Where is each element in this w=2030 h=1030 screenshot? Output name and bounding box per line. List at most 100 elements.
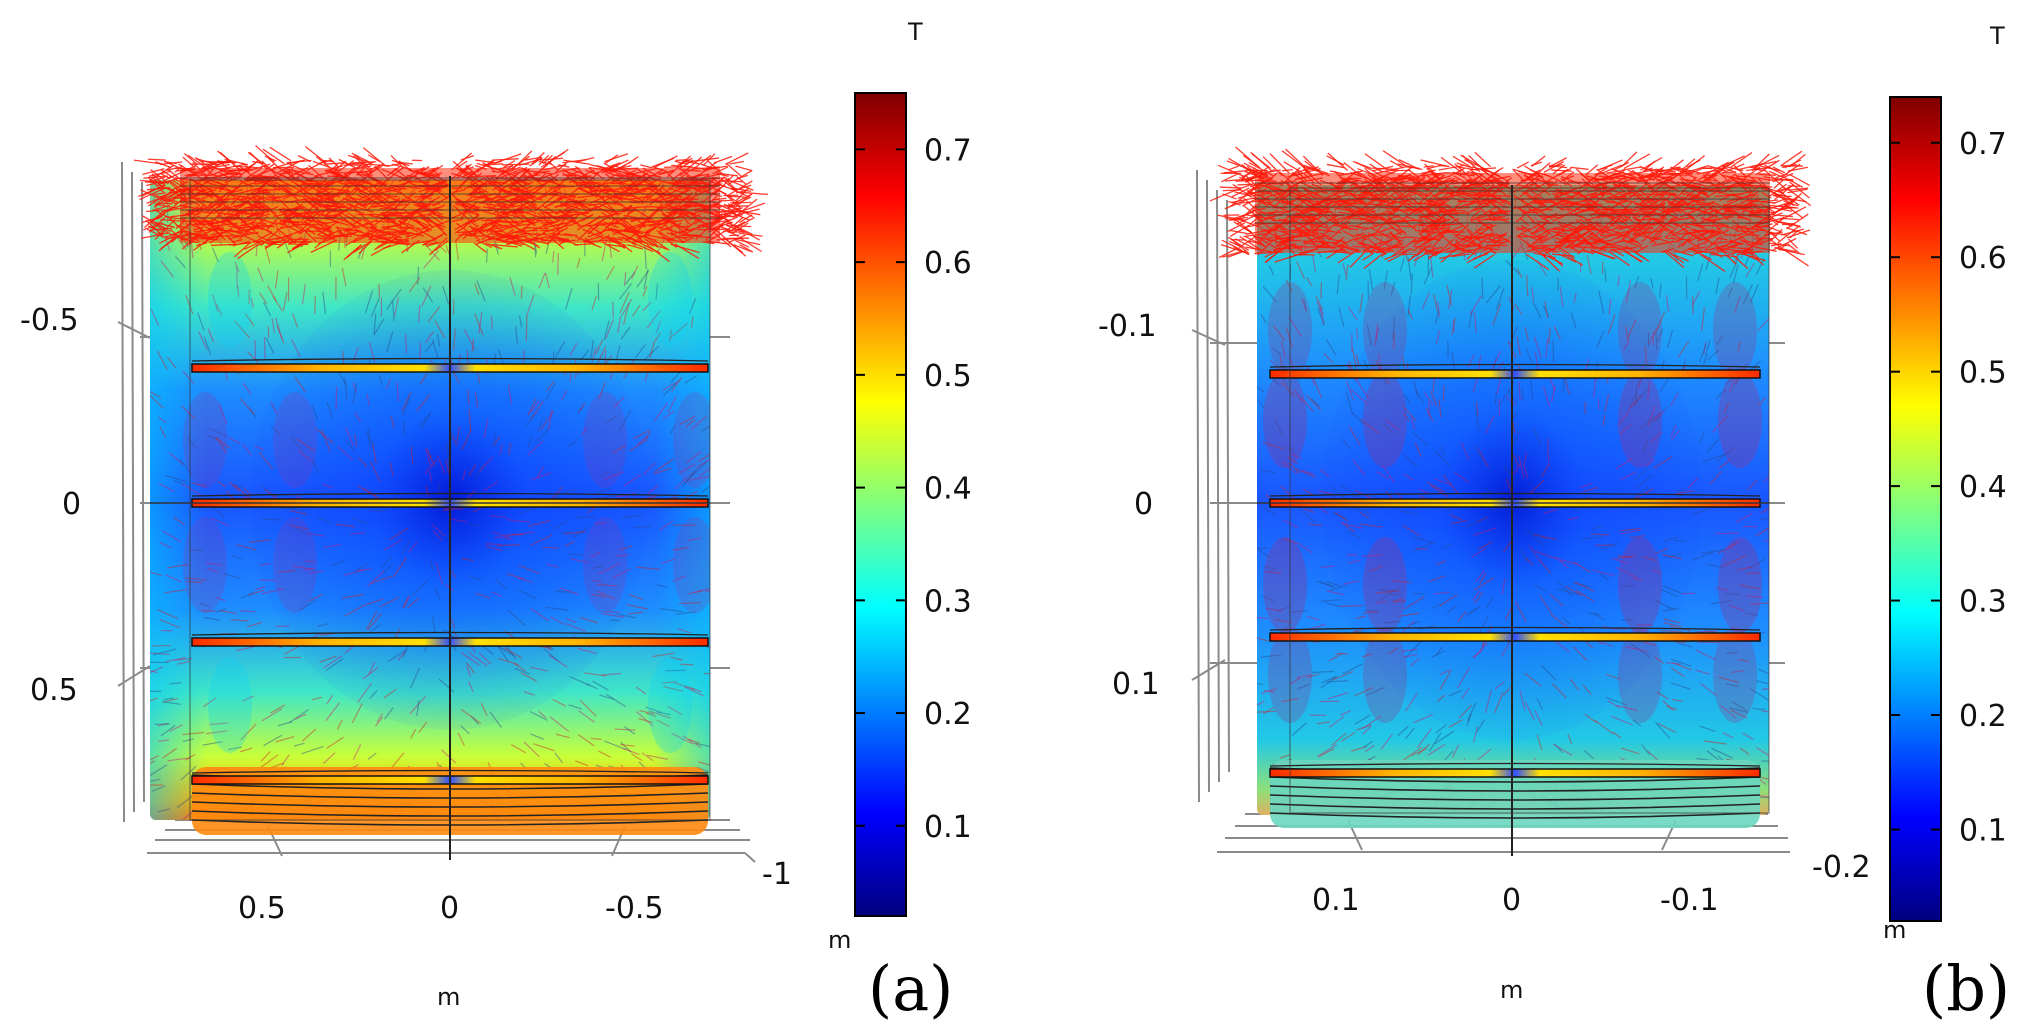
panel-b-streak: [1348, 426, 1361, 446]
panel-a-top-arrow: [397, 220, 413, 227]
panel-a-streak: [599, 471, 610, 478]
panel-b-streak: [1280, 485, 1297, 501]
panel-b-top-arrow: [1649, 193, 1677, 196]
panel-b-top-arrow: [1430, 199, 1445, 207]
panel-a-streak: [681, 472, 694, 488]
panel-b-streak: [1674, 488, 1687, 492]
panel-a-streak: [632, 304, 641, 317]
panel-b-streak: [1549, 593, 1564, 607]
panel-b-streak: [1746, 572, 1760, 575]
panel-a-top-arrow: [589, 189, 615, 192]
panel-b-streak: [1279, 356, 1284, 371]
panel-a-top-arrow: [508, 187, 531, 194]
panel-b-top-arrow: [1319, 229, 1332, 238]
panel-a-top-arrow: [727, 195, 745, 198]
panel-a-streak: [216, 303, 223, 317]
panel-a-top-arrow: [739, 210, 761, 216]
panel-a-streak: [379, 596, 399, 608]
panel-a-top-arrow: [217, 150, 236, 166]
panel-b-streak: [1407, 309, 1413, 320]
panel-b-streak: [1692, 296, 1694, 314]
panel-b-streak: [1574, 581, 1595, 592]
panel-a-top-arrow: [355, 171, 379, 191]
panel-b-streak: [1295, 468, 1316, 478]
panel-b-streak: [1339, 604, 1364, 607]
panel-b-streak: [1621, 619, 1634, 622]
panel-a-top-arrow: [393, 238, 406, 244]
panel-a-streak: [151, 785, 166, 792]
panel-a-streak: [374, 318, 385, 334]
panel-a-top-arrow: [237, 243, 260, 260]
panel-b-streak: [1296, 673, 1313, 679]
panel-b-top-arrow: [1421, 218, 1442, 233]
panel-a-top-arrow: [726, 163, 742, 177]
panel-a-top-arrow: [158, 235, 177, 252]
panel-a-top-arrow: [336, 230, 348, 239]
panel-a-streak: [150, 764, 168, 777]
panel-b-streak: [1529, 479, 1545, 494]
panel-a-streak: [157, 416, 168, 424]
panel-b-streak: [1633, 275, 1640, 290]
panel-a-streak: [575, 760, 589, 767]
panel-a-top-arrow: [311, 191, 332, 202]
panel-b-top-arrow: [1724, 233, 1748, 247]
panel-a-streak: [506, 519, 530, 523]
panel-a-top-arrow: [252, 196, 271, 210]
panel-b-streak: [1656, 328, 1664, 343]
panel-a-streak: [376, 713, 383, 723]
panel-a-streak: [644, 431, 651, 441]
panel-b-top-arrow: [1676, 166, 1701, 174]
panel-b-top-arrow: [1733, 164, 1747, 178]
panel-b-streak: [1428, 743, 1446, 756]
panel-b-streak: [1516, 336, 1521, 356]
panel-b-streak: [1352, 459, 1366, 476]
panel-a-streak: [605, 415, 617, 424]
panel-a-streak: [465, 662, 476, 674]
panel-b-top-arrow: [1717, 161, 1735, 172]
panel-b-streak: [1412, 542, 1434, 551]
panel-b-top-arrow: [1756, 223, 1773, 229]
panel-b-streak: [1403, 653, 1418, 658]
panel-a-top-arrow: [308, 180, 329, 183]
panel-a-streak: [530, 733, 545, 740]
panel-a-streak: [545, 606, 568, 611]
panel-a-top-arrow: [739, 184, 752, 190]
panel-a-top-arrow: [476, 239, 493, 249]
panel-a-streak: [616, 554, 630, 557]
panel-a-top-arrow: [713, 175, 734, 196]
panel-b-streak: [1403, 393, 1411, 405]
panel-b-top-arrow: [1566, 243, 1584, 249]
panel-b-streak: [1448, 289, 1453, 310]
panel-b-streak: [1316, 580, 1335, 587]
panel-b-top-arrow: [1608, 250, 1630, 267]
panel-b-top-arrow: [1239, 235, 1263, 252]
panel-b-streak: [1320, 676, 1336, 684]
panel-b-streak: [1519, 690, 1526, 711]
panel-a-streak: [667, 705, 683, 716]
panel-a-streak: [564, 288, 573, 311]
panel-b-top-arrow: [1770, 239, 1785, 252]
panel-b-streak: [1390, 593, 1402, 596]
panel-b-top-arrow: [1364, 244, 1377, 251]
panel-a-streak: [393, 557, 407, 577]
panel-b-top-arrow: [1739, 202, 1752, 210]
panel-b-top-arrow: [1486, 169, 1500, 182]
panel-b-streak: [1414, 442, 1423, 457]
panel-b-streak: [1653, 410, 1665, 421]
panel-a-top-arrow: [159, 234, 176, 244]
panel-b-streak: [1695, 669, 1711, 675]
panel-a-top-arrow: [148, 215, 167, 234]
panel-b-streak: [1584, 713, 1598, 724]
panel-b-streak: [1722, 732, 1734, 739]
panel-b-top-arrow: [1287, 184, 1299, 189]
panel-b-streak: [1623, 339, 1631, 351]
panel-a-streak: [280, 507, 299, 510]
panel-b-streak: [1423, 392, 1434, 406]
panel-a-streak: [422, 287, 434, 303]
panel-a-streak: [386, 331, 394, 353]
panel-b-streak: [1514, 303, 1523, 315]
panel-a-streak: [352, 383, 358, 404]
panel-b-top-arrow: [1485, 193, 1512, 198]
panel-a-streak: [525, 414, 534, 427]
panel-a-top-arrow: [505, 233, 518, 241]
